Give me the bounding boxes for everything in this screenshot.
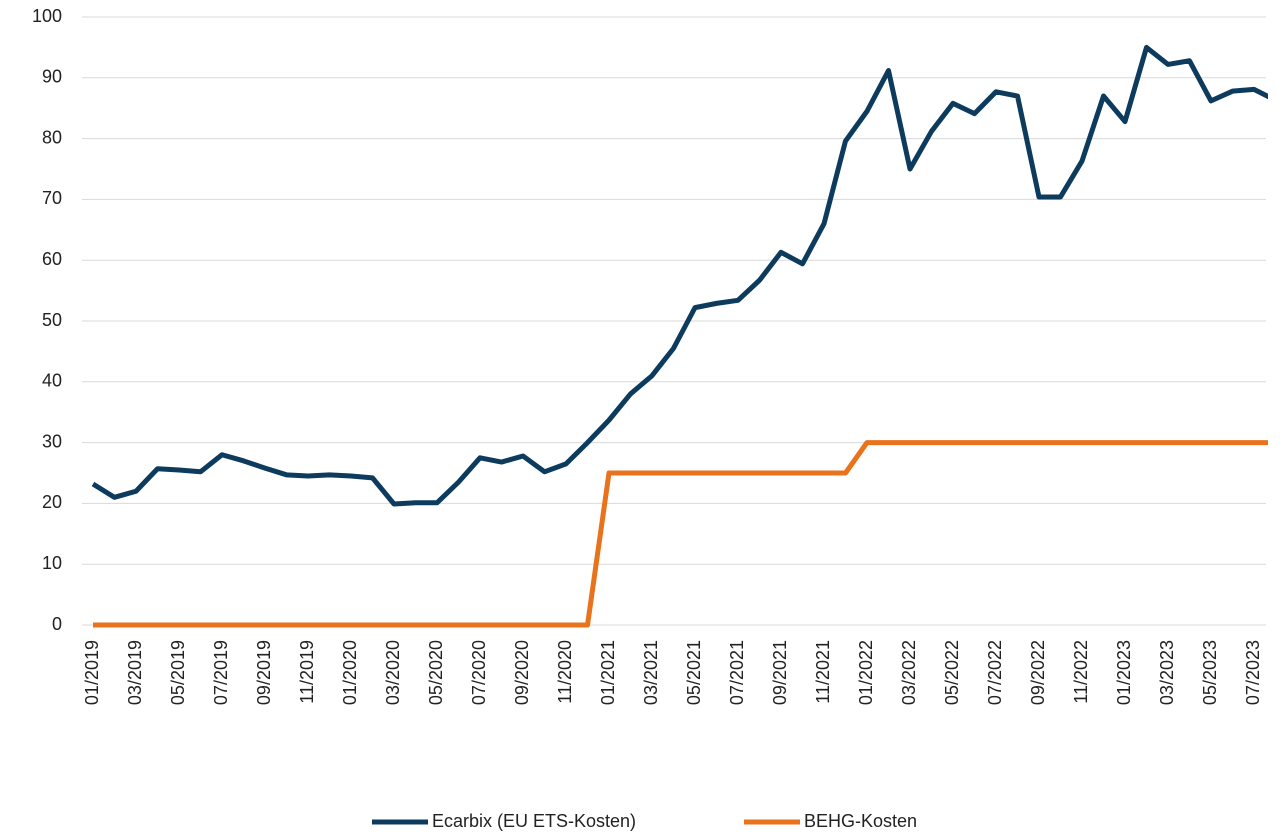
x-tick-label: 01/2022	[856, 640, 876, 705]
legend-label: BEHG-Kosten	[804, 811, 917, 831]
y-tick-label: 80	[42, 127, 62, 147]
x-tick-label: 09/2021	[770, 640, 790, 705]
x-tick-label: 01/2023	[1114, 640, 1134, 705]
x-tick-label: 11/2020	[555, 640, 575, 704]
y-tick-label: 60	[42, 249, 62, 269]
x-tick-label: 07/2020	[469, 640, 489, 705]
x-tick-label: 01/2021	[598, 640, 618, 705]
y-tick-label: 50	[42, 310, 62, 330]
x-tick-label: 03/2021	[641, 640, 661, 705]
x-tick-label: 05/2019	[168, 640, 188, 705]
x-tick-label: 11/2021	[813, 640, 833, 704]
y-tick-label: 90	[42, 67, 62, 87]
x-tick-label: 03/2022	[899, 640, 919, 705]
y-tick-label: 70	[42, 188, 62, 208]
x-tick-label: 03/2020	[383, 640, 403, 705]
legend-label: Ecarbix (EU ETS-Kosten)	[432, 811, 636, 831]
x-tick-label: 05/2021	[684, 640, 704, 705]
x-tick-label: 09/2019	[254, 640, 274, 705]
plot-area	[91, 44, 1268, 628]
x-tick-label: 09/2020	[512, 640, 532, 705]
x-tick-label: 11/2022	[1071, 640, 1091, 704]
x-tick-label: 07/2022	[985, 640, 1005, 705]
x-tick-label: 07/2021	[727, 640, 747, 705]
x-tick-label: 01/2019	[82, 640, 102, 705]
x-tick-label: 09/2022	[1028, 640, 1048, 705]
x-tick-label: 07/2019	[211, 640, 231, 705]
y-tick-label: 40	[42, 371, 62, 391]
y-tick-label: 0	[52, 614, 62, 634]
y-tick-label: 10	[42, 553, 62, 573]
y-tick-label: 30	[42, 431, 62, 451]
x-tick-label: 05/2022	[942, 640, 962, 705]
y-tick-label: 20	[42, 492, 62, 512]
x-tick-label: 03/2023	[1157, 640, 1177, 705]
x-tick-label: 05/2020	[426, 640, 446, 705]
x-tick-label: 03/2019	[125, 640, 145, 705]
x-tick-label: 01/2020	[340, 640, 360, 705]
series-line	[91, 44, 1268, 507]
x-tick-label: 05/2023	[1200, 640, 1220, 705]
y-tick-label: 100	[32, 6, 62, 26]
x-tick-label: 11/2019	[297, 640, 317, 704]
series-line	[93, 440, 1268, 628]
x-tick-label: 07/2023	[1243, 640, 1263, 705]
